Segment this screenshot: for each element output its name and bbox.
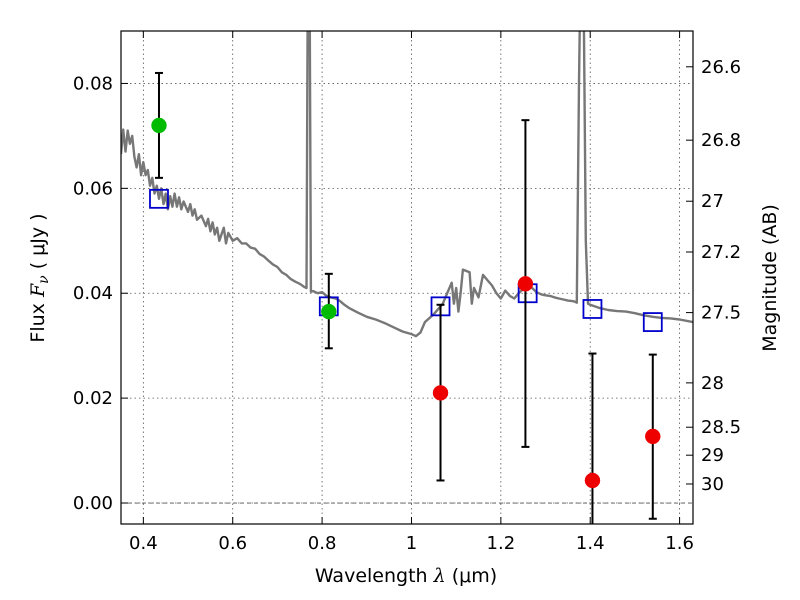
x-tick-label: 1.6: [665, 533, 694, 554]
x-tick-label: 0.8: [308, 533, 337, 554]
plot-area: [121, 31, 693, 524]
y2-tick-label: 26.8: [701, 130, 741, 151]
y2-tick-label: 27.2: [701, 242, 741, 263]
y-tick-label: 0.02: [73, 388, 113, 409]
y2-tick-label: 27: [701, 191, 724, 212]
y2-tick-label: 26.6: [701, 57, 741, 78]
y-tick-label: 0.04: [73, 283, 113, 304]
axis-ticks: 0.4 0.6 0.8 1 1.2 1.4 1.6 0.00 0.02 0.04 0.06 0.08 2…: [73, 31, 741, 554]
detection-point: [321, 303, 337, 320]
y2-tick-label: 28.5: [701, 417, 741, 438]
y2-axis-label: Magnitude (AB): [759, 204, 781, 352]
nondetection-point: [517, 276, 534, 292]
grid-lines: [121, 31, 693, 524]
y-tick-label: 0.06: [73, 178, 113, 199]
nondetection-point: [645, 428, 661, 445]
y-tick-label: 0.00: [73, 493, 113, 514]
nondetection-point: [432, 385, 449, 401]
model-flux-square: [149, 188, 169, 209]
plot-frame: [120, 30, 694, 525]
model-spectrum-line: [121, 31, 693, 338]
x-tick-label: 0.6: [218, 533, 247, 554]
x-axis-label: Wavelength λ (μm): [315, 565, 497, 587]
y2-tick-label: 29: [701, 445, 724, 466]
model-flux-square: [582, 299, 603, 319]
x-tick-label: 1.4: [576, 533, 605, 554]
y2-tick-label: 27.5: [701, 303, 741, 324]
x-tick-label: 1: [406, 533, 417, 554]
y2-tick-label: 30: [701, 474, 724, 495]
y-axis-label: Flux Fν ( μJy ): [27, 213, 52, 342]
model-flux-square: [642, 312, 663, 332]
y2-tick-label: 28: [701, 373, 724, 394]
detection-point: [151, 117, 167, 134]
x-tick-label: 1.2: [487, 533, 516, 554]
x-tick-label: 0.4: [129, 533, 158, 554]
y-tick-label: 0.08: [73, 73, 113, 94]
nondetection-point: [584, 472, 601, 489]
